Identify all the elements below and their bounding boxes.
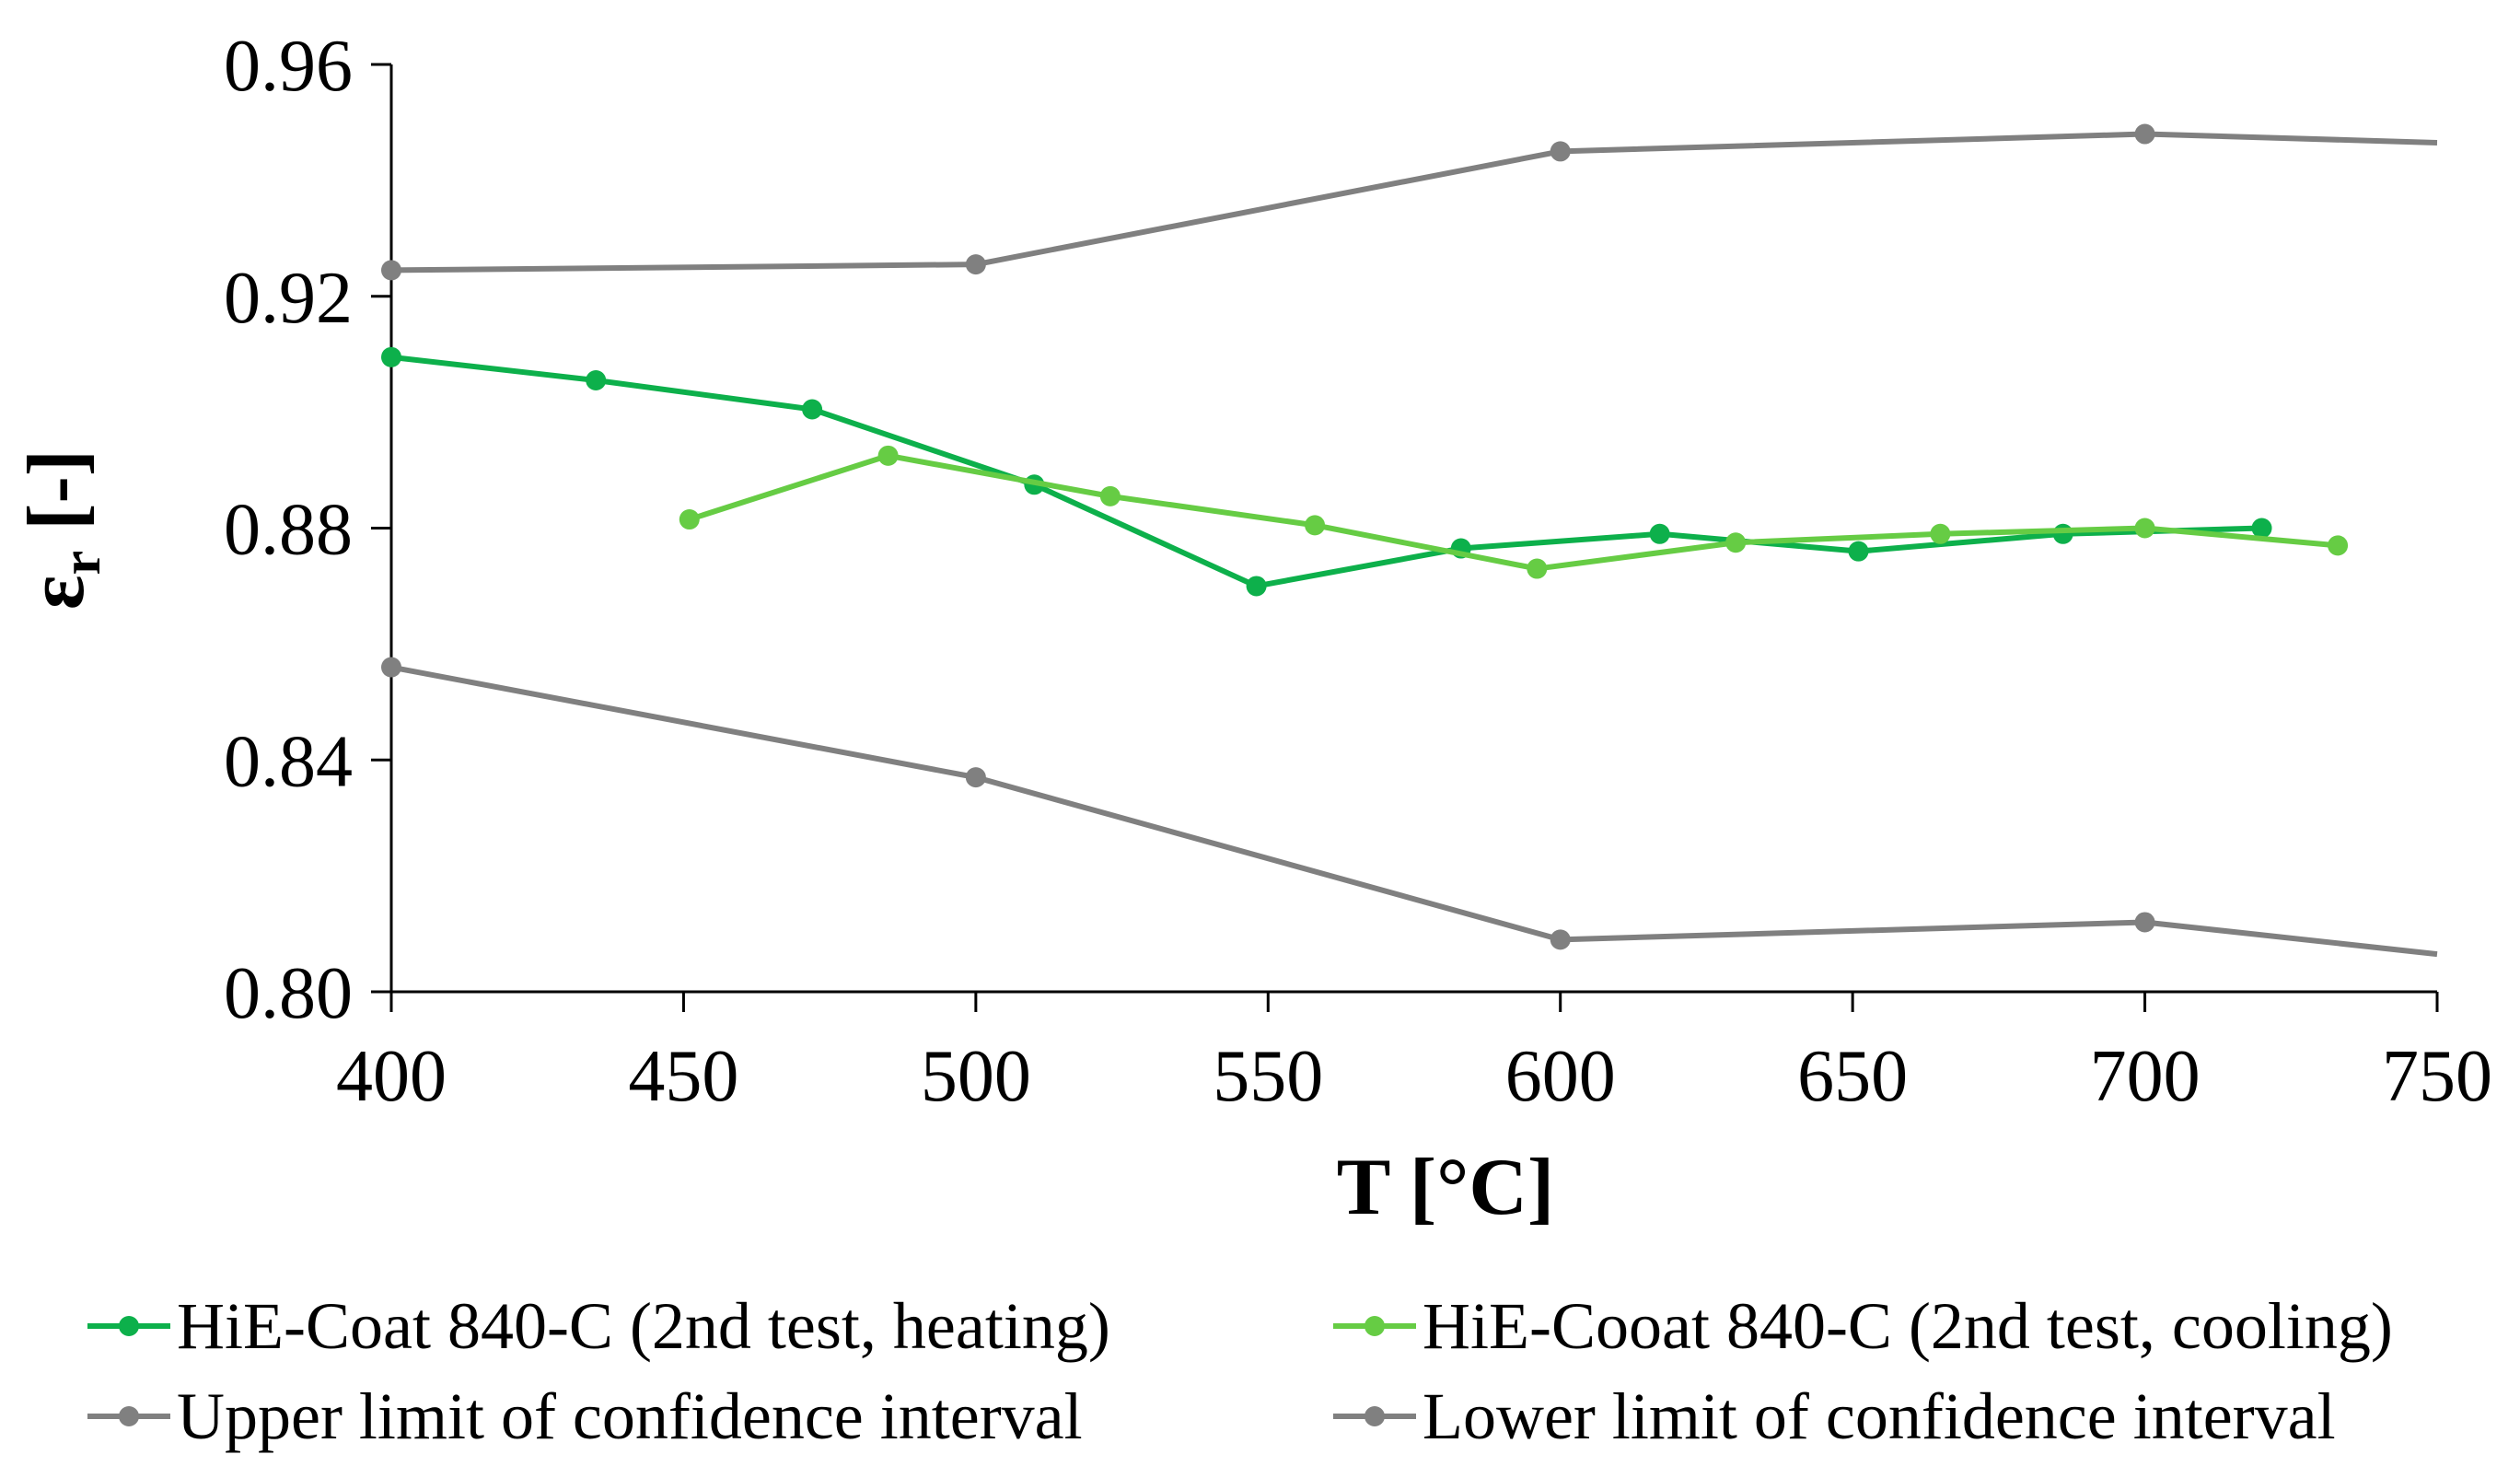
x-tick-label: 600	[1505, 1036, 1616, 1117]
legend-label: Upper limit of confidence interval	[177, 1379, 1083, 1453]
y-tick-label: 0.88	[224, 490, 353, 571]
data-point	[1649, 523, 1670, 544]
data-point	[381, 346, 401, 367]
series-line	[390, 131, 2438, 273]
data-point	[877, 445, 899, 466]
legend-label: HiE-Coat 840-C (2nd test, heating)	[177, 1289, 1110, 1363]
series-1	[381, 346, 2272, 597]
series-4	[381, 657, 2438, 958]
x-tick-label: 650	[1797, 1036, 1908, 1117]
legend-swatch-marker	[1365, 1316, 1385, 1336]
data-point	[2328, 535, 2349, 556]
data-point	[2134, 912, 2155, 933]
legend-item: Upper limit of confidence interval	[87, 1379, 1083, 1453]
legend-item: HiE-Coat 840-C (2nd test, heating)	[87, 1289, 1110, 1363]
data-point	[586, 370, 607, 391]
data-point	[381, 657, 401, 678]
y-tick-label: 0.96	[224, 26, 353, 107]
y-axis-symbol: ε	[12, 575, 101, 610]
data-point	[2134, 123, 2155, 145]
legend-swatch-marker	[119, 1316, 139, 1336]
data-point	[381, 260, 401, 281]
data-point	[802, 399, 823, 420]
x-tick-label: 400	[336, 1036, 447, 1117]
series-2	[679, 445, 2349, 579]
series-line	[390, 664, 2438, 958]
x-axis-title: T [°C]	[1337, 1143, 1554, 1232]
legend-label: Lower limit of confidence interval	[1423, 1379, 2336, 1453]
data-point	[1527, 558, 1548, 579]
x-tick-label: 750	[2382, 1036, 2492, 1117]
legend-label: HiE-Cooat 840-C (2nd test, cooling)	[1423, 1289, 2393, 1363]
legend: HiE-Coat 840-C (2nd test, heating) HiE-Co…	[87, 1289, 2393, 1453]
data-point	[1930, 523, 1951, 544]
y-tick-label: 0.80	[224, 953, 353, 1034]
data-point	[965, 254, 986, 275]
legend-swatch-marker	[119, 1406, 139, 1426]
x-tick-label: 550	[1213, 1036, 1323, 1117]
data-point	[1550, 929, 1571, 950]
data-point	[1246, 576, 1267, 597]
data-point	[2251, 518, 2272, 539]
y-tick-label: 0.92	[224, 258, 353, 339]
data-point	[1725, 532, 1747, 553]
y-tick-label: 0.84	[224, 721, 353, 802]
y-axis-subscript: r	[51, 551, 111, 576]
data-point	[1099, 485, 1121, 506]
data-point	[1550, 141, 1571, 162]
y-axis-title: εr [-]	[12, 449, 111, 610]
legend-item: Lower limit of confidence interval	[1333, 1379, 2336, 1453]
data-point	[965, 767, 986, 788]
y-axis-unit: [-]	[12, 449, 101, 551]
x-tick-label: 500	[921, 1036, 1031, 1117]
series-3	[381, 123, 2438, 281]
data-point	[679, 509, 700, 530]
data-point	[2134, 518, 2155, 539]
x-tick-label: 700	[2090, 1036, 2201, 1117]
series-line	[390, 354, 2262, 589]
series-line	[688, 452, 2339, 572]
x-tick-label: 450	[628, 1036, 738, 1117]
data-point	[1848, 541, 1869, 562]
legend-swatch-marker	[1365, 1406, 1385, 1426]
plot-area	[381, 123, 2438, 958]
legend-item: HiE-Cooat 840-C (2nd test, cooling)	[1333, 1289, 2393, 1363]
tick-labels: 0.80 0.84 0.88 0.92 0.96 400 450 500 550 600 650 70…	[224, 26, 2492, 1117]
data-point	[2052, 523, 2073, 544]
data-point	[1305, 515, 1326, 536]
